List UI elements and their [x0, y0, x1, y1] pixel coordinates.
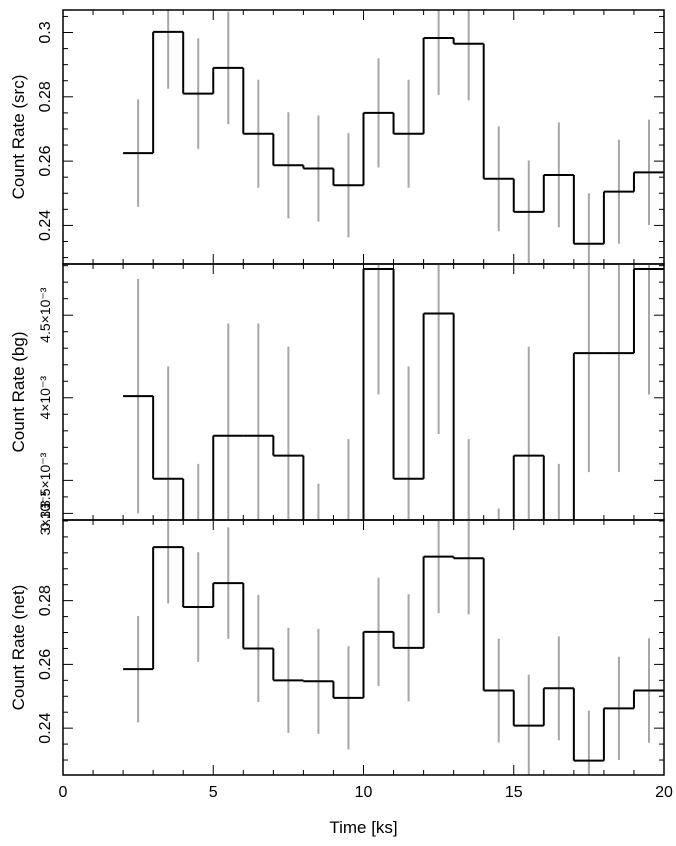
y-tick-label: 0.28 — [37, 585, 54, 616]
x-tick-label: 20 — [655, 784, 673, 801]
y-tick-label: 0.24 — [37, 712, 54, 743]
y-tick-label: 0.3 — [37, 21, 54, 43]
y-tick-label: 0.28 — [37, 81, 54, 112]
y-axis-label-bg: Count Rate (bg) — [9, 332, 28, 453]
y-tick-label: 3×10⁻³ — [37, 491, 53, 535]
y-tick-label: 3.5×10⁻³ — [37, 452, 53, 508]
plot-area-bg — [123, 264, 664, 520]
x-tick-label: 5 — [209, 784, 218, 801]
y-tick-label: 0.24 — [37, 210, 54, 241]
x-tick-label: 10 — [355, 784, 373, 801]
x-tick-label: 15 — [505, 784, 523, 801]
y-tick-label: 0.33 — [37, 503, 53, 530]
y-axis-label-src: Count Rate (src) — [9, 75, 28, 200]
y-tick-label: 0.26 — [37, 649, 54, 680]
plot-area-net — [123, 520, 664, 775]
panel-src: 0.24 0.26 0.28 0.3 Count Rate (src) — [9, 9, 665, 265]
plot-area-src — [123, 10, 664, 264]
y-tick-label: 4.5×10⁻³ — [37, 287, 53, 343]
y-tick-label: 4×10⁻³ — [37, 376, 53, 420]
panel-net: 0.24 0.26 0.28 Count Rate (net) 0 5 10 15 20 Time… — [9, 519, 673, 837]
x-tick-label: 0 — [59, 784, 68, 801]
y-axis-label-net: Count Rate (net) — [9, 585, 28, 711]
x-axis-label: Time [ks] — [329, 818, 397, 837]
panel-bg: 0.333×10⁻³3.5×10⁻³ 4×10⁻³ 4.5×10⁻³ Count Ra… — [9, 263, 665, 535]
y-tick-label: 0.26 — [37, 145, 54, 176]
